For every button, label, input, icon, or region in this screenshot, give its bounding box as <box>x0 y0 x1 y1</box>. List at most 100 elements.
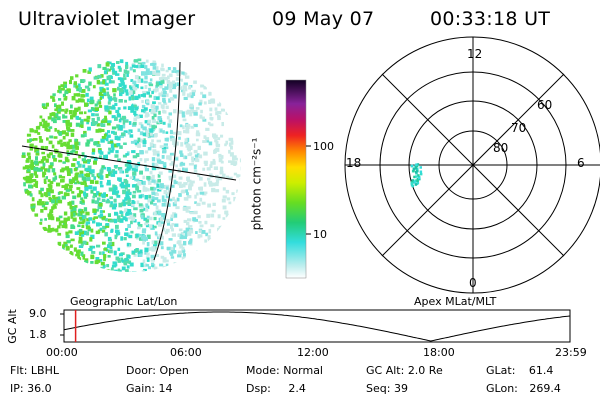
disk-pixel <box>52 177 56 182</box>
disk-pixel <box>82 164 86 168</box>
disk-pixel <box>41 201 45 205</box>
disk-pixel <box>168 238 173 241</box>
disk-pixel <box>99 213 104 217</box>
disk-pixel <box>212 158 216 163</box>
stat-key: Gain: <box>126 382 155 395</box>
disk-pixel <box>141 100 144 104</box>
disk-pixel <box>91 152 95 155</box>
disk-pixel <box>64 96 68 100</box>
disk-pixel <box>225 111 229 115</box>
disk-pixel <box>113 198 117 203</box>
disk-pixel <box>142 140 147 144</box>
disk-pixel <box>199 114 203 119</box>
disk-pixel <box>84 186 89 191</box>
disk-pixel <box>220 169 223 175</box>
emission-pixel <box>415 171 418 174</box>
stat-glat: GLat: 61.4 <box>486 364 553 377</box>
disk-pixel <box>158 110 161 115</box>
disk-pixel <box>177 181 182 186</box>
disk-pixel <box>58 89 62 94</box>
disk-pixel <box>110 228 114 233</box>
disk-pixel <box>187 179 192 183</box>
disk-pixel <box>211 187 216 193</box>
disk-pixel <box>46 137 49 141</box>
disk-pixel <box>210 99 216 104</box>
disk-pixel <box>192 217 197 222</box>
disk-pixel <box>97 64 102 69</box>
disk-pixel <box>124 197 127 201</box>
disk-pixel <box>162 257 167 262</box>
disk-pixel <box>133 207 138 211</box>
disk-pixel <box>117 65 121 69</box>
disk-pixel <box>166 192 170 197</box>
disk-pixel <box>56 182 61 187</box>
disk-pixel <box>141 235 144 240</box>
disk-pixel <box>146 71 150 75</box>
disk-pixel <box>208 183 213 187</box>
disk-pixel <box>162 110 167 114</box>
disk-pixel <box>81 152 85 157</box>
disk-pixel <box>51 199 55 204</box>
disk-pixel <box>186 137 190 142</box>
disk-pixel <box>70 238 75 242</box>
disk-pixel <box>47 179 51 183</box>
disk-pixel <box>76 88 79 92</box>
disk-pixel <box>131 150 136 154</box>
disk-pixel <box>72 177 76 181</box>
disk-pixel <box>126 265 130 269</box>
disk-pixel <box>49 162 54 167</box>
disk-pixel <box>233 196 237 202</box>
disk-pixel <box>126 73 129 77</box>
disk-pixel <box>81 214 84 220</box>
disk-pixel <box>144 65 148 69</box>
disk-pixel <box>208 228 212 234</box>
disk-pixel <box>85 142 90 147</box>
stat-gain: Gain: 14 <box>126 382 173 395</box>
disk-pixel <box>28 165 33 169</box>
disk-pixel <box>213 166 218 170</box>
disk-pixel <box>206 167 211 171</box>
disk-pixel <box>166 246 171 251</box>
stat-dsp: Dsp: 2.4 <box>246 382 306 395</box>
disk-pixel <box>163 190 168 195</box>
disk-pixel <box>150 254 155 259</box>
emission-pixel <box>414 179 417 183</box>
disk-pixel <box>161 146 166 150</box>
disk-pixel <box>122 120 126 125</box>
disk-pixel <box>215 143 221 148</box>
disk-pixel <box>52 155 56 159</box>
disk-pixel <box>92 186 97 191</box>
disk-pixel <box>144 168 149 172</box>
disk-pixel <box>38 136 42 140</box>
disk-pixel <box>61 130 67 135</box>
disk-pixel <box>62 93 66 98</box>
disk-pixel <box>157 210 162 216</box>
disk-pixel <box>90 107 94 111</box>
disk-pixel <box>119 92 123 97</box>
disk-pixel <box>132 175 136 180</box>
mlt-label-6: 6 <box>577 156 585 170</box>
disk-pixel <box>175 70 180 74</box>
disk-pixel <box>122 184 127 189</box>
disk-pixel <box>71 163 76 167</box>
disk-pixel <box>170 138 174 142</box>
disk-pixel <box>184 88 188 92</box>
disk-pixel <box>125 213 129 216</box>
disk-pixel <box>65 120 68 125</box>
disk-pixel <box>210 117 213 121</box>
disk-pixel <box>215 111 219 116</box>
disk-pixel <box>124 269 129 272</box>
disk-pixel <box>80 181 85 185</box>
disk-pixel <box>123 106 127 110</box>
disk-pixel <box>136 190 142 193</box>
disk-pixel <box>111 126 117 130</box>
disk-pixel <box>65 245 70 250</box>
disk-pixel <box>210 224 215 228</box>
disk-pixel <box>88 248 93 252</box>
disk-pixel <box>114 190 120 194</box>
disk-pixel <box>124 208 129 213</box>
disk-pixel <box>109 140 114 144</box>
disk-pixel <box>193 80 197 84</box>
disk-pixel <box>143 268 147 272</box>
disk-pixel <box>73 93 77 97</box>
